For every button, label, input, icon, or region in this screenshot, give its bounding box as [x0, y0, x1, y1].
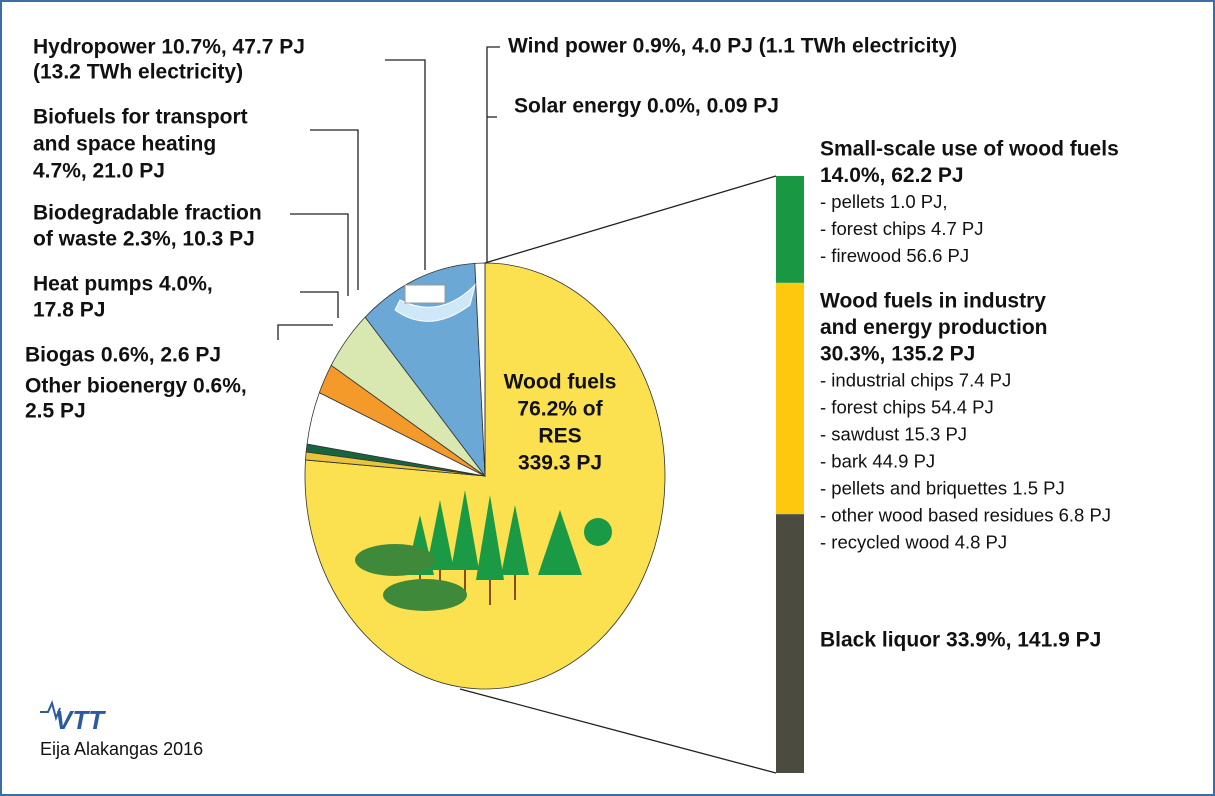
segment-item: - forest chips 54.4 PJ — [820, 396, 994, 417]
dam-icon — [394, 283, 476, 322]
leader-line — [290, 213, 349, 296]
leader-line — [385, 59, 426, 270]
segment-label: Black liquor 33.9%, 141.9 PJ — [820, 629, 1101, 652]
shrub-icon — [355, 544, 435, 576]
connector — [459, 688, 777, 774]
segment-label: and energy production — [820, 316, 1048, 339]
center-label: 76.2% of — [517, 398, 603, 421]
slice-label: 2.5 PJ — [25, 400, 86, 423]
pie-slice — [364, 262, 486, 478]
slice-label: Biogas 0.6%, 2.6 PJ — [25, 344, 221, 367]
center-label: RES — [538, 425, 581, 448]
slice-label: Heat pumps 4.0%, — [33, 273, 213, 296]
slice-label: Other bioenergy 0.6%, — [25, 375, 247, 398]
slice-label: Wind power 0.9%, 4.0 PJ (1.1 TWh electri… — [508, 35, 957, 58]
tree-icon — [584, 518, 612, 546]
tree-icon — [501, 505, 529, 575]
slice-label: of waste 2.3%, 10.3 PJ — [33, 228, 255, 251]
leader-line — [277, 324, 333, 340]
tree-icon — [476, 495, 504, 580]
slice-label: (13.2 TWh electricity) — [33, 61, 243, 84]
segment-label: 30.3%, 135.2 PJ — [820, 343, 975, 366]
tree-icon — [426, 500, 454, 570]
bar-segment — [776, 176, 804, 283]
segment-item: - pellets 1.0 PJ, — [820, 191, 948, 212]
connector — [484, 175, 777, 264]
tree-icon — [451, 490, 479, 570]
slice-label: Biodegradable fraction — [33, 202, 262, 225]
pie-slice — [304, 262, 666, 690]
shrub-icon — [383, 579, 467, 611]
slice-label: Hydropower 10.7%, 47.7 PJ — [33, 36, 305, 59]
dam-icon — [404, 284, 446, 304]
slice-label: and space heating — [33, 133, 216, 156]
bar-segment — [776, 282, 804, 515]
segment-item: - other wood based residues 6.8 PJ — [820, 504, 1111, 525]
segment-item: - sawdust 15.3 PJ — [820, 423, 967, 444]
segment-item: - firewood 56.6 PJ — [820, 245, 969, 266]
leader-line — [300, 291, 339, 318]
segment-item: - forest chips 4.7 PJ — [820, 218, 983, 239]
leader-line — [310, 129, 359, 290]
leader-line — [486, 46, 500, 262]
segment-item: - pellets and briquettes 1.5 PJ — [820, 477, 1065, 498]
slice-label: Biofuels for transport — [33, 106, 248, 129]
segment-label: 14.0%, 62.2 PJ — [820, 164, 964, 187]
center-label: 339.3 PJ — [518, 452, 602, 475]
center-label: Wood fuels — [504, 371, 617, 394]
logo: VTT — [55, 705, 106, 735]
slice-label: Solar energy 0.0%, 0.09 PJ — [514, 95, 779, 118]
slice-label: 17.8 PJ — [33, 299, 105, 322]
bar-segment — [776, 514, 804, 773]
logo-wave — [40, 700, 61, 722]
segment-label: Wood fuels in industry — [820, 290, 1046, 313]
slice-label: 4.7%, 21.0 PJ — [33, 160, 165, 183]
credit: Eija Alakangas 2016 — [40, 739, 203, 759]
segment-item: - recycled wood 4.8 PJ — [820, 531, 1007, 552]
segment-item: - industrial chips 7.4 PJ — [820, 369, 1011, 390]
segment-label: Small-scale use of wood fuels — [820, 138, 1119, 161]
tree-icon — [538, 510, 582, 575]
segment-item: - bark 44.9 PJ — [820, 450, 935, 471]
